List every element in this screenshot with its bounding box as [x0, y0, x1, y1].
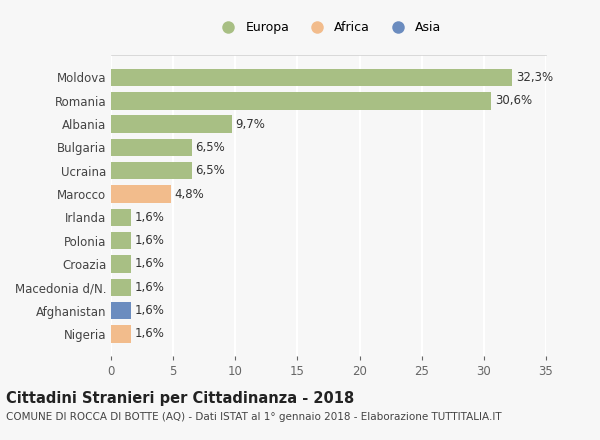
Text: 1,6%: 1,6%: [134, 211, 164, 224]
Bar: [111, 185, 170, 203]
Bar: [111, 69, 512, 86]
Bar: [111, 255, 131, 273]
Bar: [111, 302, 131, 319]
Text: 9,7%: 9,7%: [235, 117, 265, 131]
Text: 1,6%: 1,6%: [134, 281, 164, 294]
Bar: [111, 162, 192, 180]
Legend: Europa, Africa, Asia: Europa, Africa, Asia: [211, 16, 446, 39]
Text: 1,6%: 1,6%: [134, 327, 164, 341]
Bar: [111, 279, 131, 296]
Bar: [111, 115, 232, 133]
Text: 1,6%: 1,6%: [134, 304, 164, 317]
Bar: [111, 209, 131, 226]
Text: Cittadini Stranieri per Cittadinanza - 2018: Cittadini Stranieri per Cittadinanza - 2…: [6, 391, 354, 406]
Text: 1,6%: 1,6%: [134, 257, 164, 271]
Text: 1,6%: 1,6%: [134, 234, 164, 247]
Text: COMUNE DI ROCCA DI BOTTE (AQ) - Dati ISTAT al 1° gennaio 2018 - Elaborazione TUT: COMUNE DI ROCCA DI BOTTE (AQ) - Dati IST…: [6, 412, 502, 422]
Bar: [111, 232, 131, 249]
Text: 30,6%: 30,6%: [495, 94, 532, 107]
Bar: [111, 139, 192, 156]
Text: 6,5%: 6,5%: [196, 164, 225, 177]
Bar: [111, 325, 131, 343]
Text: 4,8%: 4,8%: [175, 187, 204, 201]
Bar: [111, 92, 491, 110]
Text: 32,3%: 32,3%: [516, 71, 553, 84]
Text: 6,5%: 6,5%: [196, 141, 225, 154]
